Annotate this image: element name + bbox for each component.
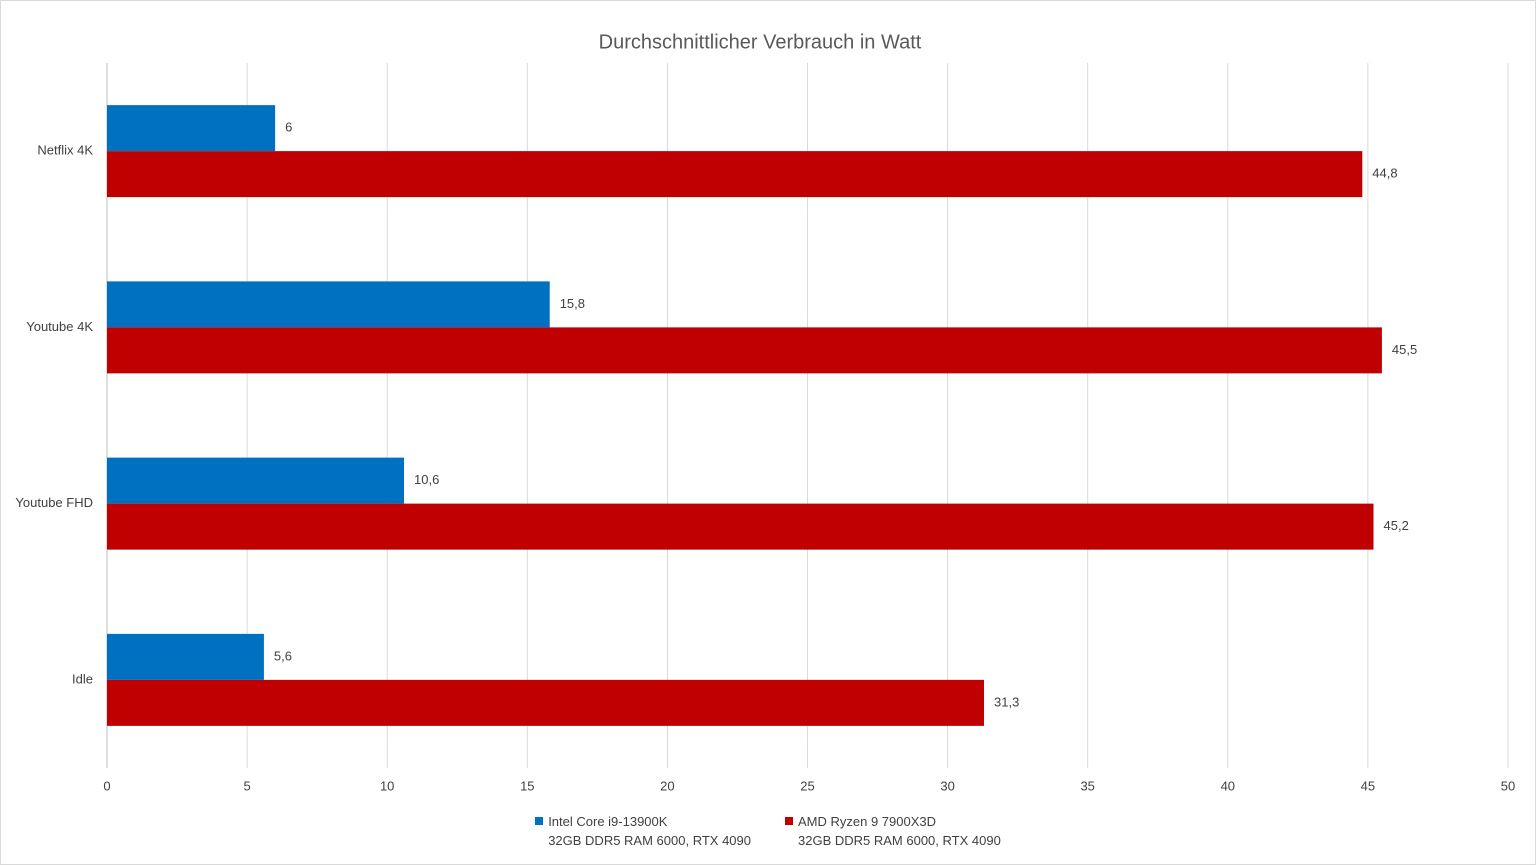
bar — [107, 281, 550, 328]
data-label: 31,3 — [994, 694, 1019, 709]
x-tick-label: 20 — [660, 778, 674, 793]
y-tick-label: Youtube FHD — [15, 495, 93, 510]
legend-label: Intel Core i9-13900K 32GB DDR5 RAM 6000,… — [548, 814, 751, 848]
data-label: 45,5 — [1392, 342, 1417, 357]
legend-swatch — [535, 817, 544, 825]
bar — [107, 105, 276, 152]
data-label: 6 — [285, 120, 292, 135]
bar — [107, 679, 985, 726]
x-tick-label: 50 — [1501, 778, 1515, 793]
data-label: 10,6 — [414, 472, 439, 487]
legend-label: AMD Ryzen 9 7900X3D 32GB DDR5 RAM 6000, … — [798, 814, 1001, 848]
legend-item: Intel Core i9-13900K 32GB DDR5 RAM 6000,… — [535, 812, 751, 850]
x-tick-label: 25 — [800, 778, 814, 793]
y-tick-label: Youtube 4K — [26, 319, 93, 334]
legend-item: AMD Ryzen 9 7900X3D 32GB DDR5 RAM 6000, … — [785, 812, 1001, 850]
bar — [107, 457, 405, 504]
legend-swatch — [785, 817, 793, 825]
y-tick-label: Idle — [72, 671, 93, 686]
x-tick-label: 10 — [380, 778, 394, 793]
x-tick-label: 30 — [940, 778, 954, 793]
y-tick-label: Netflix 4K — [37, 143, 93, 158]
x-tick-label: 45 — [1361, 778, 1375, 793]
data-label: 5,6 — [274, 648, 292, 663]
x-tick-label: 40 — [1221, 778, 1235, 793]
data-label: 44,8 — [1372, 166, 1397, 181]
chart-title: Durchschnittlicher Verbrauch in Watt — [599, 31, 922, 53]
legend: Intel Core i9-13900K 32GB DDR5 RAM 6000,… — [0, 812, 1536, 850]
data-label: 15,8 — [560, 296, 585, 311]
bar — [107, 151, 1363, 198]
bar — [107, 633, 264, 680]
x-tick-label: 15 — [520, 778, 534, 793]
x-tick-label: 35 — [1080, 778, 1094, 793]
x-tick-label: 0 — [103, 778, 110, 793]
data-label: 45,2 — [1384, 518, 1409, 533]
bar — [107, 503, 1374, 550]
bar — [107, 327, 1382, 374]
x-tick-label: 5 — [243, 778, 250, 793]
